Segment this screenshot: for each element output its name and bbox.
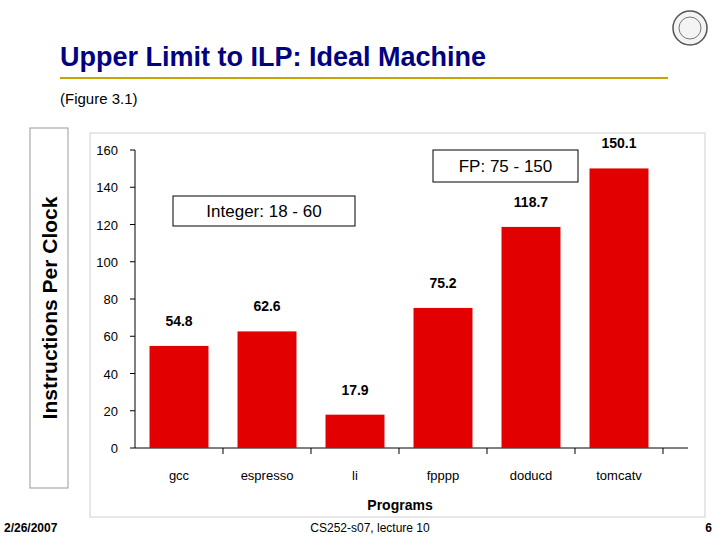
x-tick-label: doducd: [510, 468, 553, 483]
y-tick: [130, 187, 135, 188]
y-tick: [130, 410, 135, 411]
y-tick-label: 80: [104, 292, 118, 307]
y-tick-label: 100: [96, 255, 118, 270]
y-label-frame: [30, 128, 68, 488]
slide: Upper Limit to ILP: Ideal Machine (Figure…: [0, 0, 720, 540]
x-tick: [311, 448, 312, 454]
data-label: 118.7: [514, 194, 548, 210]
logo-ring: [673, 11, 707, 45]
chart-frame: [90, 133, 705, 517]
x-axis-label: Programs: [367, 497, 433, 513]
bar: [238, 331, 297, 448]
x-tick-label: espresso: [241, 468, 294, 483]
bar: [590, 168, 649, 448]
y-tick: [130, 261, 135, 262]
y-tick-label: 20: [104, 404, 118, 419]
x-tick: [575, 448, 576, 454]
footer-course: CS252-s07, lecture 10: [310, 521, 430, 535]
data-label: 17.9: [341, 382, 368, 398]
y-tick-label: 40: [104, 367, 118, 382]
title-rule: [60, 77, 668, 79]
annotation-box: [433, 150, 578, 182]
x-tick-label: gcc: [169, 468, 190, 483]
y-tick: [130, 150, 135, 151]
y-tick: [130, 299, 135, 300]
slide-canvas: Upper Limit to ILP: Ideal Machine (Figure…: [0, 0, 720, 540]
data-label: 62.6: [253, 298, 280, 314]
y-tick: [130, 224, 135, 225]
data-label: 54.8: [165, 313, 192, 329]
y-tick-label: 120: [96, 218, 118, 233]
y-tick: [130, 336, 135, 337]
title: Upper Limit to ILP: Ideal Machine: [60, 42, 486, 72]
data-label: 150.1: [601, 135, 636, 151]
page-number: 6: [705, 521, 712, 535]
bar: [502, 227, 561, 448]
x-tick-label: tomcatv: [596, 468, 642, 483]
y-tick-label: 60: [104, 329, 118, 344]
bar: [150, 346, 209, 448]
annotation: Integer: 18 - 60: [206, 202, 321, 221]
x-tick: [663, 448, 664, 454]
y-tick-label: 160: [96, 143, 118, 158]
annotation-box: [173, 196, 355, 226]
data-label: 75.2: [429, 275, 456, 291]
subtitle: (Figure 3.1): [60, 90, 138, 107]
x-tick-label: fpppp: [427, 468, 460, 483]
bar: [326, 415, 385, 448]
bars: [150, 168, 649, 448]
annotation: FP: 75 - 150: [459, 157, 553, 176]
x-tick: [487, 448, 488, 454]
x-tick: [223, 448, 224, 454]
bar: [414, 308, 473, 448]
y-axis-label: Instructions Per Clock: [38, 196, 61, 419]
logo: [673, 11, 707, 45]
y-tick: [130, 373, 135, 374]
logo-inner: [679, 17, 701, 39]
footer-date: 2/26/2007: [4, 521, 58, 535]
x-tick-label: li: [352, 468, 358, 483]
y-tick-label: 0: [111, 441, 118, 456]
y-tick-label: 140: [96, 180, 118, 195]
y-tick: [130, 448, 135, 449]
x-tick: [399, 448, 400, 454]
